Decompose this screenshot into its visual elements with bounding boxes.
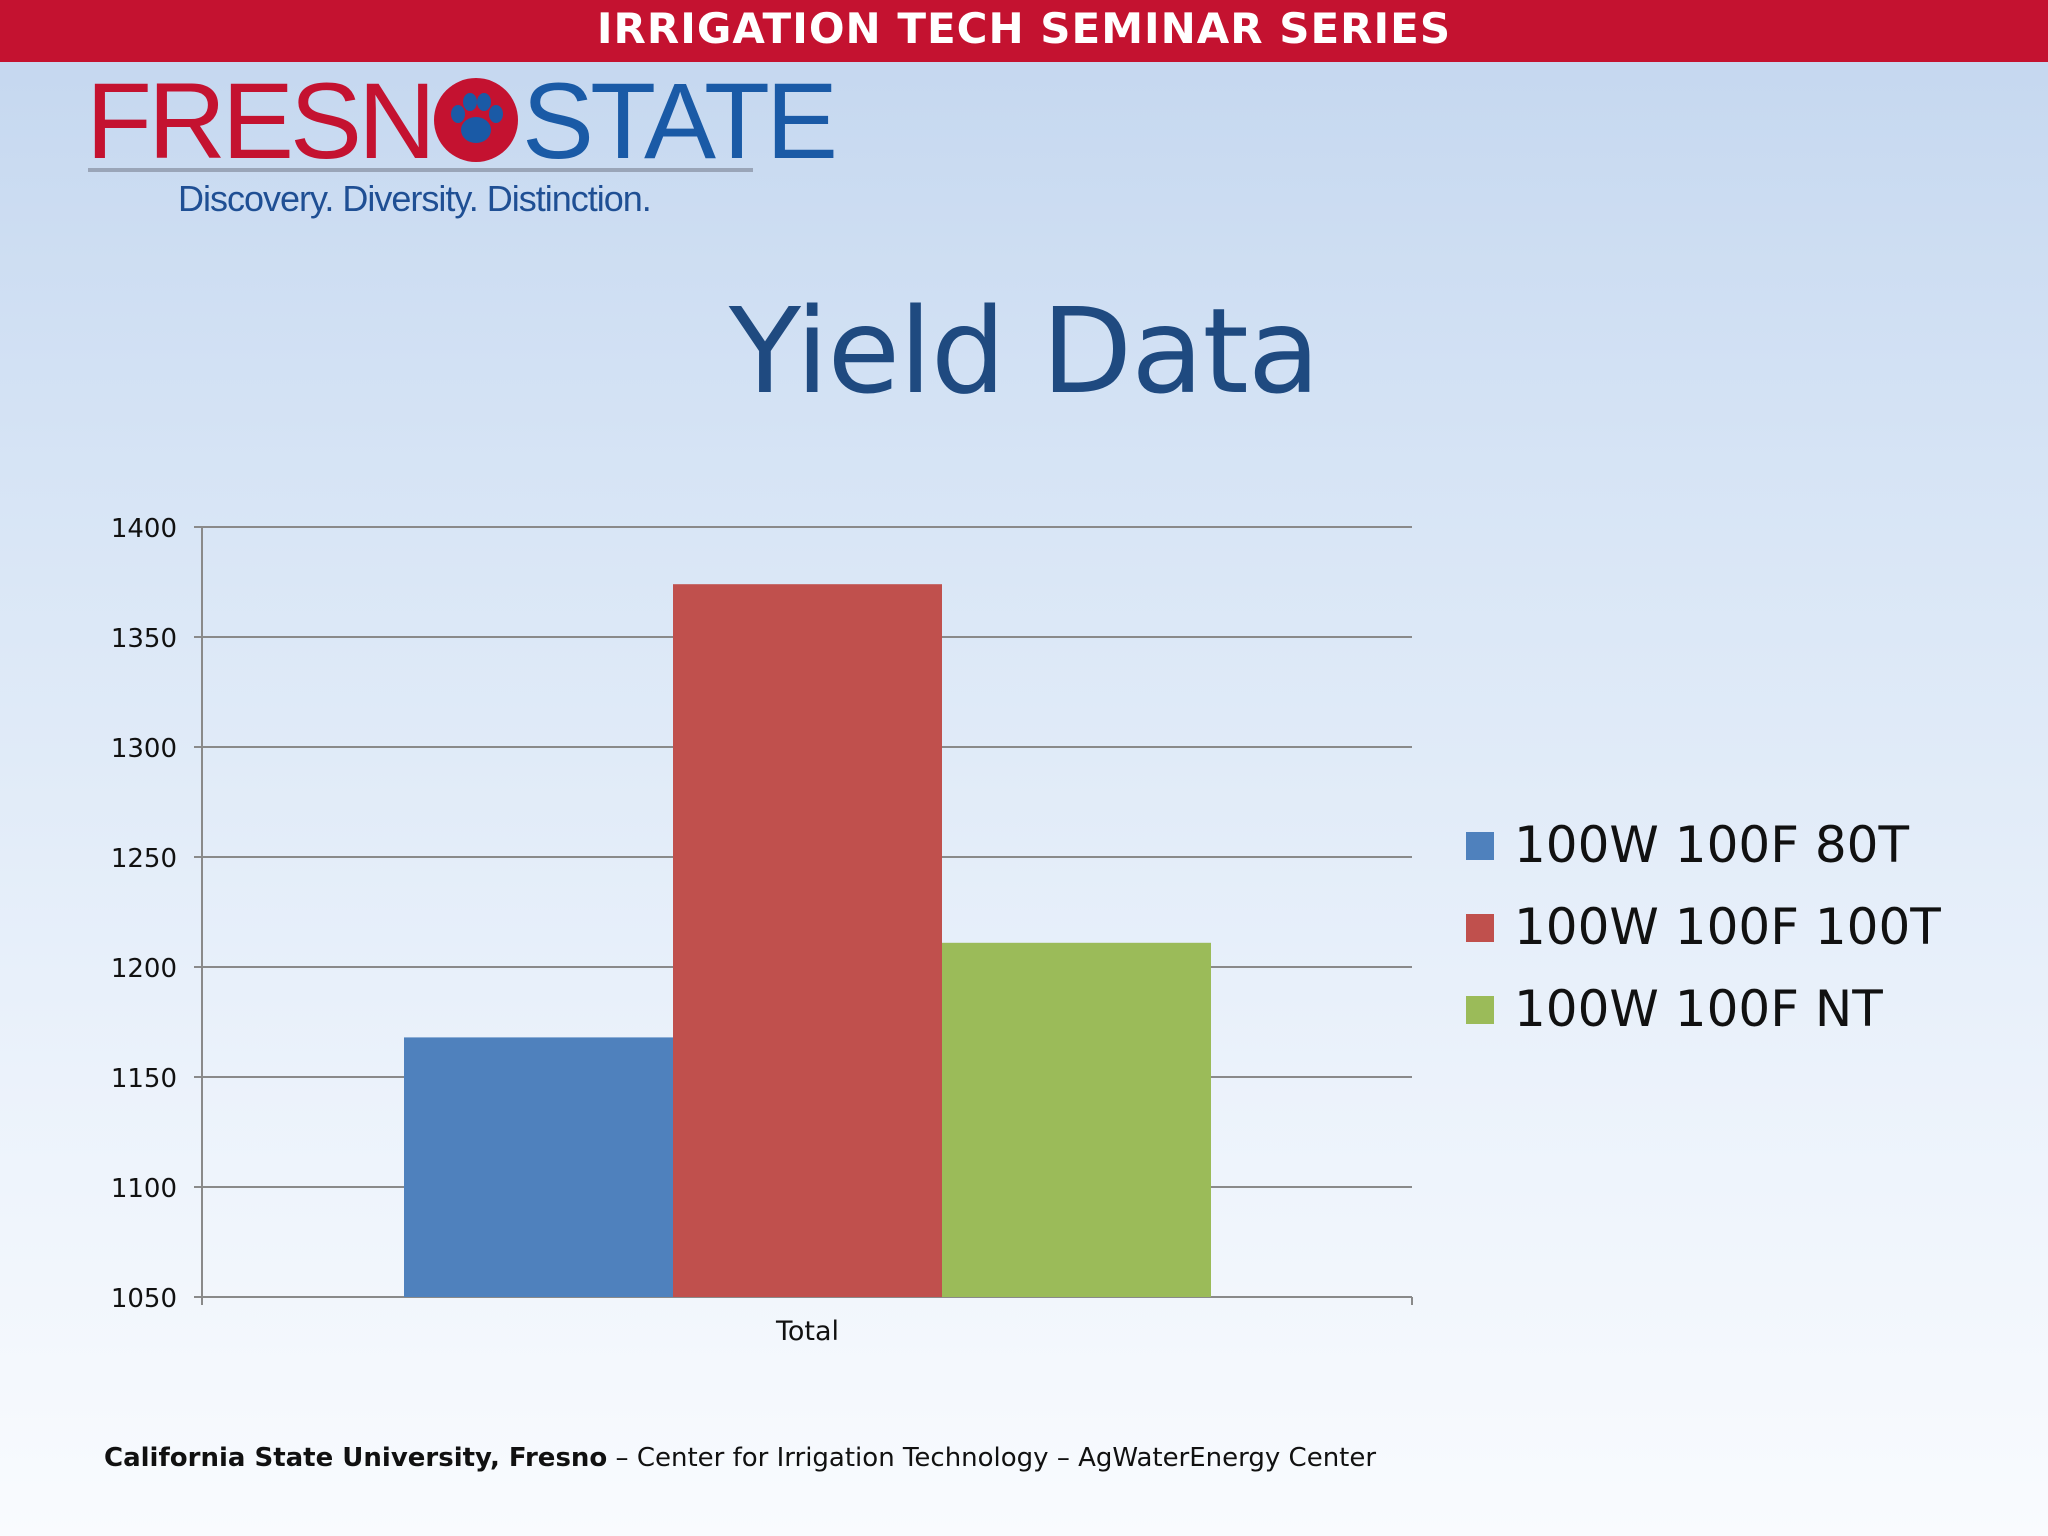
bar-100w-100f-80t xyxy=(404,1037,673,1297)
y-tick-label: 1350 xyxy=(111,624,177,654)
legend-label: 100W 100F NT xyxy=(1514,980,1883,1038)
y-tick-label: 1400 xyxy=(111,514,177,544)
slide-title: Yield Data xyxy=(728,282,1320,420)
paw-icon xyxy=(434,78,519,162)
x-tick-label: Total xyxy=(775,1316,839,1347)
fresno-state-logo: FRESN STATE xyxy=(86,66,838,176)
logo-divider xyxy=(88,168,753,172)
logo-word-fresno: FRESN xyxy=(86,60,436,181)
y-tick-label: 1300 xyxy=(111,734,177,764)
seminar-banner: IRRIGATION TECH SEMINAR SERIES xyxy=(0,0,2048,62)
footer-institution: California State University, Fresno xyxy=(104,1443,608,1473)
bar-100w-100f-100t xyxy=(673,584,942,1297)
legend-swatch xyxy=(1466,996,1494,1024)
y-tick-label: 1150 xyxy=(111,1064,177,1094)
y-tick-label: 1100 xyxy=(111,1174,177,1204)
legend-swatch xyxy=(1466,832,1494,860)
y-tick-label: 1050 xyxy=(111,1284,177,1314)
footer-centers: – Center for Irrigation Technology – AgW… xyxy=(607,1443,1377,1473)
y-tick-label: 1200 xyxy=(111,954,177,984)
yield-bar-chart: 1050 1100 1150 1200 1250 1300 1350 1400 Total 100… xyxy=(111,514,1941,1347)
logo-word-state: STATE xyxy=(522,60,838,181)
bar-100w-100f-nt xyxy=(942,942,1211,1297)
footer-credit: California State University, Fresno – Ce… xyxy=(104,1443,1376,1473)
legend-label: 100W 100F 100T xyxy=(1514,898,1941,956)
y-tick-label: 1250 xyxy=(111,844,177,874)
legend-swatch xyxy=(1466,914,1494,942)
logo-tagline: Discovery. Diversity. Distinction. xyxy=(178,178,652,219)
legend-label: 100W 100F 80T xyxy=(1514,816,1909,874)
